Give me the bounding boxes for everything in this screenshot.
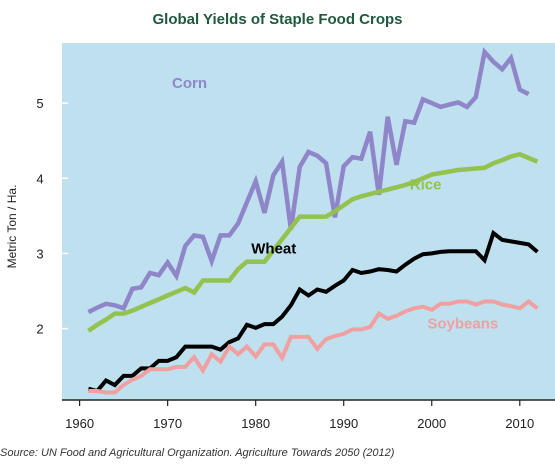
series-lines xyxy=(87,47,539,395)
x-tick-label: 1990 xyxy=(329,416,358,431)
y-tick-label: 4 xyxy=(36,171,43,186)
series-line-soybeans xyxy=(88,298,539,395)
series-line-wheat xyxy=(87,229,539,394)
plot-area xyxy=(62,43,555,400)
y-ticks: 2 3 4 5 xyxy=(36,96,68,337)
series-label-rice: Rice xyxy=(410,177,442,194)
x-ticks: 1960 1970 1980 1990 2000 2010 xyxy=(65,400,534,431)
y-axis-title: Metric Ton / Ha. xyxy=(5,185,19,269)
y-tick-label: 2 xyxy=(36,322,43,337)
series-line-corn xyxy=(87,47,530,315)
series-line-rice xyxy=(87,151,539,333)
source-note: Source: UN Food and Agricultural Organiz… xyxy=(0,447,395,459)
x-tick-label: 2000 xyxy=(417,416,446,431)
y-tick-label: 5 xyxy=(36,96,43,111)
x-tick-label: 1960 xyxy=(65,416,94,431)
x-tick-label: 1970 xyxy=(153,416,182,431)
series-label-soybeans: Soybeans xyxy=(427,316,498,333)
y-tick-label: 3 xyxy=(36,246,43,261)
x-tick-label: 2010 xyxy=(505,416,534,431)
series-label-wheat: Wheat xyxy=(251,240,296,257)
series-label-corn: Corn xyxy=(172,75,207,92)
chart-title: Global Yields of Staple Food Crops xyxy=(152,11,403,28)
series-labels: Corn Rice Wheat Soybeans xyxy=(172,75,498,333)
x-tick-label: 1980 xyxy=(241,416,270,431)
